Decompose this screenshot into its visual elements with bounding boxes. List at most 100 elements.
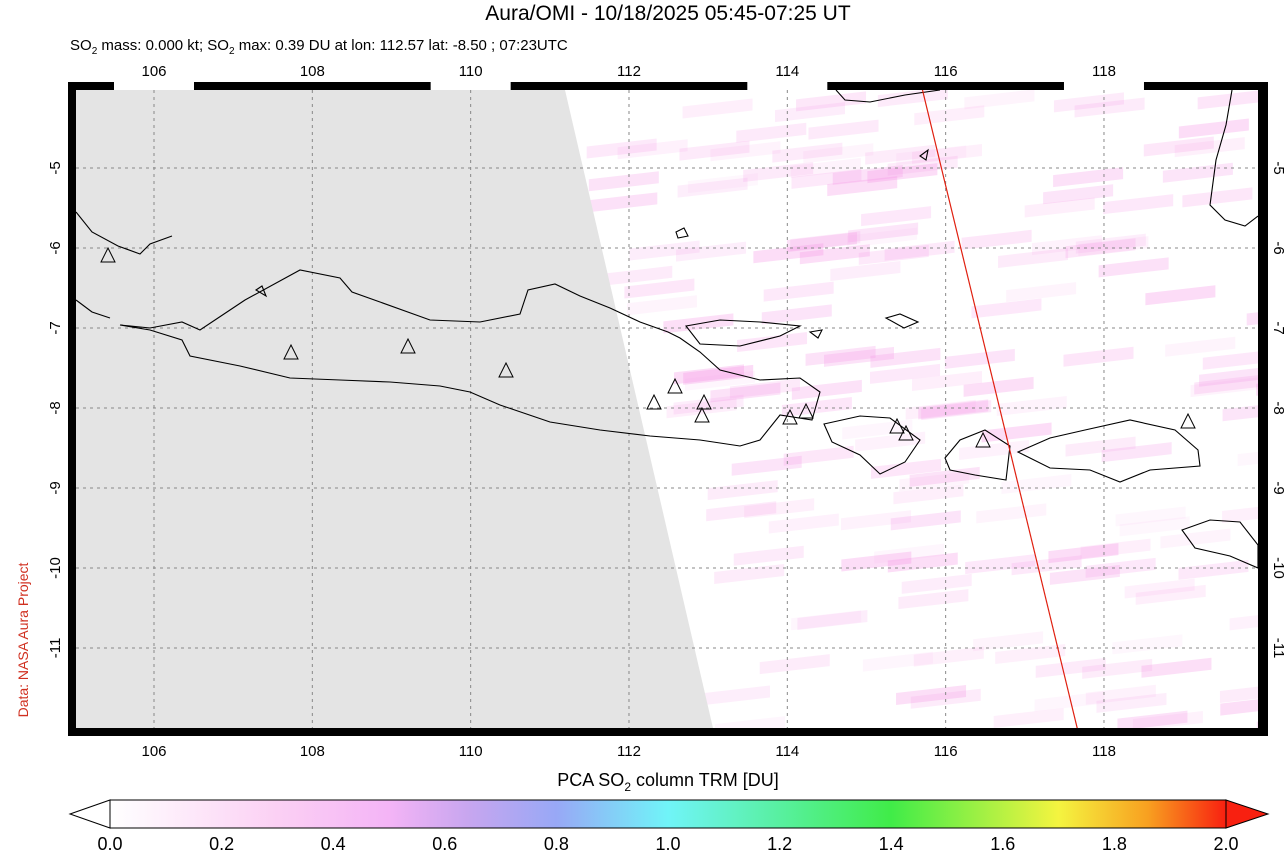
tick-band (430, 82, 511, 90)
swath-pixel (862, 651, 933, 672)
swath-pixel (965, 554, 1036, 575)
axis-ticks: 106 106 108 108 110 110 112 112 114 114 116 116 118 1… (47, 63, 1287, 760)
swath-pixel (733, 545, 804, 566)
lat-label-right: -7 (1270, 321, 1287, 334)
so2-swath (586, 90, 1288, 728)
subscript: 2 (229, 46, 235, 57)
lat-label-left: -8 (47, 401, 64, 414)
coastline-bali (823, 415, 921, 475)
volcano (498, 361, 514, 378)
lat-label-right: -8 (1270, 401, 1287, 414)
lat-label-right: -9 (1270, 481, 1287, 494)
swath-pixel (710, 141, 781, 162)
volcano (100, 246, 116, 263)
swath-pixel (799, 244, 870, 265)
swath-pixel (1283, 509, 1288, 529)
swath-pixel (1256, 383, 1258, 396)
swath-pixel (1220, 699, 1258, 716)
lon-label-top: 110 (459, 63, 483, 80)
swath-pixel (1065, 436, 1136, 457)
swath-pixel (1160, 528, 1231, 549)
colorbar-tick-label: 1.6 (990, 834, 1015, 854)
lat-label-left: -6 (47, 241, 64, 254)
lon-label-top: 116 (934, 63, 958, 80)
swath-pixel (1219, 686, 1258, 703)
swath-pixel (682, 98, 753, 119)
lon-label-bottom: 106 (141, 743, 166, 760)
swath-pixel (768, 513, 839, 534)
swath-pixel (587, 192, 658, 213)
swath-pixel (1085, 684, 1156, 705)
swath-pixel (772, 142, 843, 163)
subscript: 2 (624, 780, 631, 794)
swath-pixel (1282, 697, 1288, 717)
lon-label-bottom: 118 (1092, 743, 1116, 760)
colorbar-tick-label: 0.2 (209, 834, 234, 854)
swath-pixel (870, 347, 941, 368)
swath-pixel (1096, 692, 1167, 713)
swath-pixel (786, 232, 857, 253)
swath-pixel (1024, 197, 1095, 218)
coastline-borneo (835, 90, 941, 103)
swath-pixel (823, 346, 894, 367)
swath-pixel (586, 138, 657, 159)
swath-pixel (841, 510, 912, 531)
swath-pixel (1101, 442, 1172, 463)
tick-band (905, 82, 986, 90)
swath-pixel (910, 688, 981, 709)
swath-pixel (848, 222, 919, 243)
colorbar-tick-label: 1.8 (1102, 834, 1127, 854)
swath-pixel (861, 206, 932, 227)
swath-pixel (736, 122, 807, 143)
swath-pixel (1074, 97, 1145, 118)
swath-pixel (1098, 257, 1169, 278)
swath-pixel (775, 102, 846, 123)
swath-pixel (890, 510, 961, 531)
swath-pixel (677, 177, 748, 198)
colorbar-title-text: PCA SO (557, 770, 624, 790)
swath-pixel (870, 363, 941, 384)
swath-pixel (1011, 555, 1082, 576)
coastline-java (119, 269, 821, 447)
colorbar-tick-label: 0.6 (432, 834, 457, 854)
swath-pixel (790, 231, 861, 252)
swath-pixel (898, 589, 969, 610)
swath-pixel (781, 397, 852, 418)
volcano (694, 406, 710, 423)
swath-pixel (1063, 346, 1134, 367)
colorbar-tick-label: 1.0 (655, 834, 680, 854)
lon-label-bottom: 112 (617, 743, 641, 760)
swath-pixel (1194, 375, 1258, 395)
swath-pixel (744, 498, 815, 519)
swath-pixel (679, 140, 750, 161)
swath-pixel (617, 139, 688, 160)
swath-pixel (971, 298, 1042, 319)
lon-label-top: 106 (141, 63, 166, 80)
graticule (76, 90, 1258, 728)
swath-pixel (624, 278, 695, 299)
swath-pixel (944, 348, 1015, 369)
lon-label-bottom: 108 (300, 743, 325, 760)
tick-band (1063, 82, 1144, 90)
lon-label-top: 114 (775, 63, 799, 80)
swath-pixel (914, 105, 985, 126)
swath-pixel (905, 399, 976, 420)
swath-pixel (629, 240, 700, 261)
lat-label-right: -5 (1270, 161, 1287, 174)
swath-pixel (710, 382, 781, 403)
swath-pixel (996, 395, 1067, 416)
swath-pixel (870, 458, 941, 479)
swath-pixel (858, 244, 929, 265)
swath-pixel (887, 552, 958, 573)
swath-pixel (995, 643, 1066, 664)
swath-pixel (706, 501, 777, 522)
swath-pixel (673, 364, 744, 385)
swath-pixel (759, 654, 830, 675)
swath-pixel (1202, 351, 1258, 370)
lon-label-top: 118 (1092, 63, 1116, 80)
swath-pixel (791, 379, 862, 400)
swath-pixel (805, 345, 876, 366)
colorbar-tick-label: 2.0 (1213, 834, 1238, 854)
swath-pixel (729, 378, 800, 399)
